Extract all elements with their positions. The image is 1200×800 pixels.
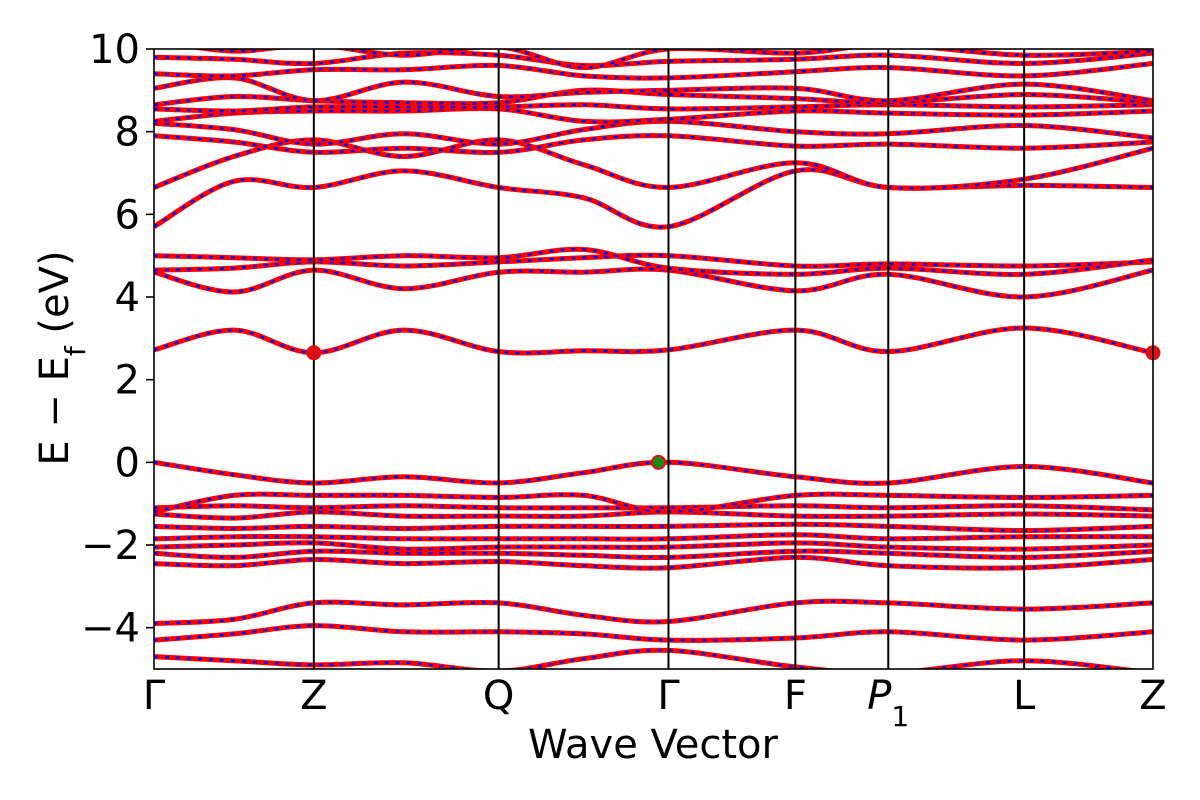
y-axis-label-unit: (eV) <box>32 250 78 333</box>
x-tick-label-main: P <box>867 673 892 719</box>
y-tick-label: 4 <box>115 275 140 321</box>
band-line-dashed <box>154 556 1153 570</box>
band-line-dashed <box>154 533 1153 541</box>
band-line-dashed <box>154 624 1153 642</box>
y-axis-label: E − Ef (eV) <box>32 250 92 465</box>
band-line-dashed <box>154 134 1153 154</box>
high-symmetry-lines <box>312 49 1026 669</box>
band-line-dashed <box>154 541 1153 551</box>
band-line-dashed <box>154 168 1153 229</box>
band-line-dashed <box>154 326 1153 355</box>
band-line <box>154 647 1140 669</box>
plot-frame <box>153 48 1154 670</box>
y-axis-ticks: −4 −2 0 2 4 6 8 10 <box>81 27 154 652</box>
band-line-dashed <box>154 549 1153 559</box>
y-axis-label-main: E − E <box>32 356 78 466</box>
band-line-dashed <box>154 62 1153 80</box>
x-tick-label: L <box>1013 673 1036 719</box>
band-line-dashed <box>154 51 1153 67</box>
band-line <box>154 623 1153 643</box>
x-tick-label: Z <box>1139 673 1166 719</box>
x-tick-label: P1 <box>867 673 909 733</box>
band-line <box>154 266 1153 300</box>
x-axis-label: Wave Vector <box>528 722 779 768</box>
band-line-dashed <box>154 107 1153 124</box>
band-line <box>154 459 1153 486</box>
band-line-dashed <box>154 120 1153 146</box>
x-tick-label: Z <box>300 673 327 719</box>
band-line-dashed <box>154 76 1153 102</box>
vbm-marker <box>650 454 666 470</box>
cbm-marker <box>306 345 322 361</box>
y-tick-label: 6 <box>115 192 140 238</box>
band-line-dashed <box>154 504 1153 512</box>
band-line <box>154 325 1153 356</box>
x-tick-label: F <box>784 673 807 719</box>
band-edge-markers <box>306 345 1161 470</box>
y-tick-label: −2 <box>81 523 140 569</box>
band-line <box>190 49 1153 71</box>
band-line-dashed <box>154 523 1153 532</box>
y-axis-label-space <box>32 334 78 347</box>
x-tick-label: Q <box>483 673 514 719</box>
x-tick-label-subscript: 1 <box>891 700 909 733</box>
x-tick-label: Γ <box>657 673 680 719</box>
band-line-dashed <box>154 492 1153 514</box>
band-line-dashed <box>154 648 1130 669</box>
y-tick-label: 2 <box>115 358 140 404</box>
y-tick-label: −4 <box>81 606 140 652</box>
band-line-dashed <box>154 599 1153 625</box>
band-line <box>154 167 1153 230</box>
y-tick-label: 0 <box>115 440 140 486</box>
y-axis-label-subscript: f <box>59 345 92 356</box>
band-line <box>154 598 1153 626</box>
band-line-dashed <box>154 103 1153 113</box>
y-tick-label: 10 <box>89 27 140 73</box>
x-tick-label: Γ <box>143 673 166 719</box>
bands-layer <box>154 49 1153 669</box>
band-line-dashed <box>154 248 1153 276</box>
x-axis-ticks: Γ Z Q Γ F P1 L Z <box>143 673 1167 733</box>
y-tick-label: 8 <box>115 110 140 156</box>
band-line-dashed <box>154 510 1153 520</box>
